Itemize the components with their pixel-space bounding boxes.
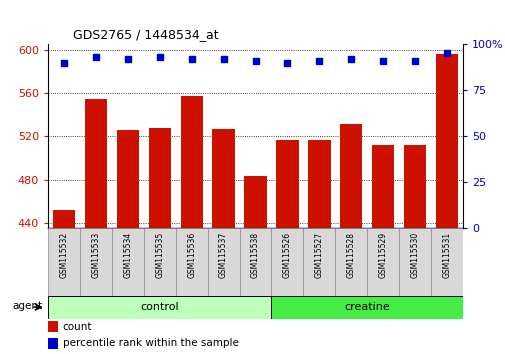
Bar: [276, 139, 298, 228]
Bar: [117, 130, 139, 228]
Text: GDS2765 / 1448534_at: GDS2765 / 1448534_at: [73, 28, 219, 41]
Text: GSM115535: GSM115535: [155, 232, 164, 278]
Text: GSM115529: GSM115529: [378, 232, 387, 278]
Bar: [308, 139, 330, 228]
Bar: [80, 228, 112, 296]
Bar: [48, 321, 58, 332]
Bar: [180, 96, 203, 228]
Point: [251, 58, 259, 64]
Bar: [367, 228, 398, 296]
Bar: [175, 228, 207, 296]
Text: GSM115526: GSM115526: [282, 232, 291, 278]
Bar: [239, 228, 271, 296]
Point: [410, 58, 418, 64]
Bar: [398, 228, 430, 296]
Bar: [48, 228, 80, 296]
Point: [315, 58, 323, 64]
Bar: [271, 228, 303, 296]
Bar: [143, 228, 175, 296]
Bar: [207, 228, 239, 296]
Bar: [48, 338, 58, 349]
Text: GSM115534: GSM115534: [123, 232, 132, 278]
Text: count: count: [63, 321, 92, 332]
Bar: [48, 296, 271, 319]
Bar: [148, 128, 171, 228]
Bar: [271, 296, 462, 319]
Text: GSM115532: GSM115532: [60, 232, 68, 278]
Text: agent: agent: [12, 301, 42, 311]
Text: GSM115530: GSM115530: [410, 232, 419, 278]
Bar: [339, 124, 362, 228]
Bar: [244, 176, 266, 228]
Point: [219, 56, 227, 62]
Point: [378, 58, 386, 64]
Point: [442, 51, 450, 56]
Bar: [335, 228, 367, 296]
Text: control: control: [140, 302, 179, 312]
Point: [187, 56, 195, 62]
Bar: [53, 210, 75, 228]
Bar: [430, 228, 462, 296]
Point: [60, 60, 68, 65]
Bar: [112, 228, 143, 296]
Text: GSM115538: GSM115538: [250, 232, 260, 278]
Text: GSM115536: GSM115536: [187, 232, 196, 278]
Bar: [212, 129, 234, 228]
Bar: [435, 54, 458, 228]
Text: GSM115528: GSM115528: [346, 232, 355, 278]
Text: creatine: creatine: [344, 302, 389, 312]
Text: GSM115533: GSM115533: [91, 232, 100, 278]
Point: [124, 56, 132, 62]
Text: GSM115531: GSM115531: [442, 232, 450, 278]
Bar: [403, 145, 425, 228]
Point: [92, 54, 100, 60]
Text: GSM115537: GSM115537: [219, 232, 228, 278]
Bar: [303, 228, 335, 296]
Text: percentile rank within the sample: percentile rank within the sample: [63, 338, 238, 348]
Point: [283, 60, 291, 65]
Point: [346, 56, 355, 62]
Point: [156, 54, 164, 60]
Bar: [85, 99, 107, 228]
Bar: [371, 145, 393, 228]
Text: GSM115527: GSM115527: [314, 232, 323, 278]
